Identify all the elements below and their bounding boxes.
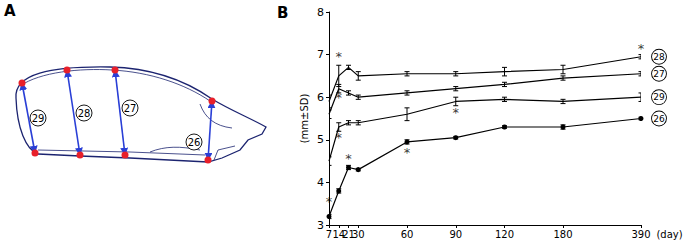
svg-text:5: 5 — [317, 133, 324, 146]
svg-text:29: 29 — [653, 92, 665, 102]
svg-text:*: * — [336, 90, 343, 105]
svg-text:*: * — [404, 145, 411, 160]
svg-text:390: 390 — [631, 229, 650, 240]
svg-text:3: 3 — [317, 219, 324, 232]
svg-text:21: 21 — [342, 228, 355, 240]
svg-text:4: 4 — [317, 176, 324, 189]
svg-text:A: A — [4, 2, 16, 20]
svg-text:*: * — [453, 105, 460, 120]
svg-text:(day): (day) — [656, 229, 682, 240]
svg-text:*: * — [638, 41, 645, 56]
svg-text:120: 120 — [495, 229, 514, 240]
svg-text:28: 28 — [653, 52, 665, 62]
svg-text:26: 26 — [653, 114, 665, 124]
svg-text:14: 14 — [332, 228, 346, 240]
svg-text:*: * — [336, 49, 343, 64]
svg-text:29: 29 — [32, 113, 45, 124]
svg-text:*: * — [336, 130, 343, 145]
svg-text:90: 90 — [449, 229, 462, 240]
svg-text:28: 28 — [78, 108, 91, 119]
svg-text:*: * — [345, 151, 352, 166]
svg-text:7: 7 — [326, 229, 332, 240]
svg-text:27: 27 — [653, 69, 664, 79]
svg-text:(mm±SD): (mm±SD) — [299, 94, 310, 144]
svg-text:8: 8 — [317, 6, 324, 19]
svg-text:180: 180 — [553, 229, 572, 240]
svg-text:27: 27 — [124, 103, 137, 114]
svg-text:6: 6 — [317, 91, 324, 104]
svg-text:26: 26 — [188, 137, 201, 148]
svg-text:60: 60 — [401, 229, 414, 240]
svg-text:7: 7 — [317, 48, 324, 61]
svg-text:30: 30 — [352, 229, 365, 240]
svg-text:*: * — [326, 194, 333, 209]
svg-text:B: B — [277, 4, 288, 22]
